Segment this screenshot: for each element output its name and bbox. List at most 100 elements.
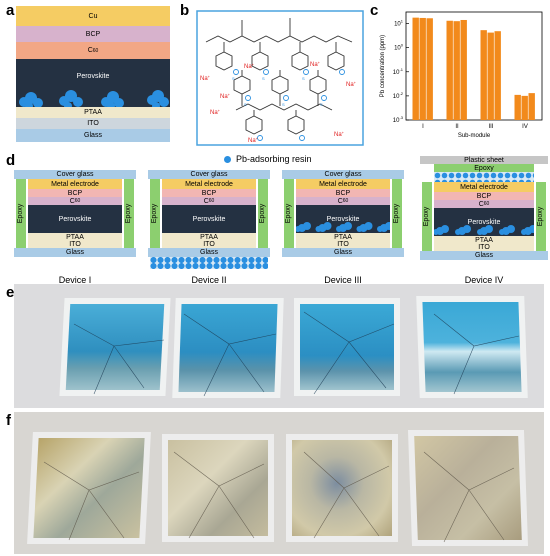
bar (446, 20, 453, 120)
device-3-epoxy-left: Epoxy (284, 179, 294, 248)
layer-ito-label: ITO (87, 120, 99, 127)
layer-glass: Glass (16, 129, 170, 142)
device-2-c60: C 60 (162, 197, 256, 205)
device-1-perovskite-label: Perovskite (58, 215, 92, 223)
layer-bcp: BCP (16, 26, 170, 42)
na-ion-7: Na+ (248, 136, 259, 144)
device-2-perovskite: Perovskite (162, 205, 256, 233)
device-1-metal: Metal electrode (28, 179, 122, 189)
device-3-ito: ITO (296, 241, 390, 248)
device-3-c60-sub: 60 (342, 198, 349, 204)
panel-label-b: b (180, 2, 190, 19)
device-1-c60: C 60 (28, 197, 122, 205)
device-1-caption: Device I (58, 275, 92, 285)
device-4-c60-sub: 60 (483, 201, 490, 207)
device-3-epoxy-label: Epoxy (285, 203, 293, 224)
photo-panel-e (14, 284, 544, 408)
device-4-plastic-label: Plastic sheet (464, 156, 504, 164)
na-ion-2: Na+ (200, 74, 211, 82)
device-3-metal: Metal electrode (296, 179, 390, 189)
device-2-caption: Device II (191, 275, 227, 285)
device-1-bcp: BCP (28, 189, 122, 197)
device-3-c60-label: C (337, 197, 343, 205)
device-3-bcp-label: BCP (335, 189, 351, 197)
device-4-epoxy-left: Epoxy (422, 182, 432, 251)
bar (419, 17, 426, 120)
layer-c60-label: C (87, 47, 93, 54)
x-tick-label: IV (522, 124, 528, 130)
layer-ptaa-label: PTAA (84, 109, 102, 116)
device-4-epoxy-right: Epoxy (536, 182, 546, 251)
x-axis-label: Sub-module (458, 133, 491, 139)
device-1-c60-sub: 60 (74, 198, 81, 204)
device-1-epoxy-label: Epoxy (17, 203, 25, 224)
svg-text:S: S (244, 102, 247, 107)
device-2-epoxy-left: Epoxy (150, 179, 160, 248)
device-4-resin-layer (434, 172, 534, 182)
device-4-c60: C 60 (434, 200, 534, 208)
na-ion-4: Na+ (310, 60, 321, 68)
device-4-ptaa: PTAA (434, 236, 534, 244)
device-4-metal: Metal electrode (434, 182, 534, 192)
device-2-ptaa: PTAA (162, 233, 256, 241)
crack-lines-e (73, 311, 520, 397)
layer-ptaa: PTAA (16, 107, 170, 118)
panel-b-structure: S S S S S S Na+ Na+ Na+ Na+ Na+ Na+ Na+ Na+ (196, 10, 364, 146)
device-4-ito-label: ITO (478, 244, 490, 251)
x-tick-label: I (422, 124, 424, 130)
device-3-resin-clusters (296, 222, 390, 232)
bar (460, 19, 467, 120)
device-2: Cover glass Metal electrode BCP C 60 Perovski… (148, 170, 270, 288)
device-3-c60: C 60 (296, 197, 390, 205)
crack-lines-f (43, 451, 515, 543)
device-3-perovskite-label: Perovskite (326, 215, 360, 223)
y-tick-label: 10-1 (393, 67, 404, 76)
x-tick-label: III (488, 124, 493, 130)
na-ion-3: Na+ (220, 92, 231, 100)
layer-ito: ITO (16, 118, 170, 129)
device-2-epoxy-label: Epoxy (151, 203, 159, 224)
device-4-glass: Glass (420, 251, 548, 260)
device-3-metal-label: Metal electrode (319, 180, 367, 188)
device-1-glass-label: Glass (66, 249, 84, 256)
y-tick-label: 10-3 (393, 115, 404, 124)
device-4-epoxy_top: Epoxy (434, 164, 534, 172)
panel-label-c: c (370, 2, 379, 19)
device-1-epoxy-left: Epoxy (16, 179, 26, 248)
device-3-glass: Glass (282, 248, 404, 257)
device-3-caption: Device III (324, 275, 362, 285)
na-ion-6: Na+ (210, 108, 221, 116)
device-1-glass: Glass (14, 248, 136, 257)
device-2-resin-bottom (150, 257, 268, 269)
panel-a-stack: Cu BCP C 60 Perovskite PTAA ITO Glass (16, 6, 170, 142)
device-3-ito-label: ITO (337, 241, 349, 248)
na-ion-8: Na+ (334, 130, 345, 138)
bar (487, 32, 494, 120)
device-diagrams: Cover glass Metal electrode BCP C 60 Perovski… (14, 156, 548, 288)
device-3-ptaa-label: PTAA (334, 233, 352, 241)
device-1-metal-label: Metal electrode (51, 180, 99, 188)
device-4-c60-label: C (478, 200, 484, 208)
na-ion-1: Na+ (244, 62, 255, 70)
device-1-ptaa-label: PTAA (66, 233, 84, 241)
resin-dot-icon (224, 155, 231, 163)
x-tick-label: II (455, 124, 459, 130)
y-tick-label: 100 (394, 43, 404, 52)
device-4-bcp: BCP (434, 192, 534, 200)
device-4-resin-clusters (434, 225, 534, 235)
device-2-metal: Metal electrode (162, 179, 256, 189)
device-2-bcp-label: BCP (201, 189, 217, 197)
device-4-epoxy_top-label: Epoxy (474, 164, 494, 172)
layer-perovskite: Perovskite (16, 59, 170, 107)
device-4-glass-label: Glass (475, 252, 493, 259)
device-4-ptaa-label: PTAA (475, 236, 493, 244)
device-2-ptaa-label: PTAA (200, 233, 218, 241)
bar (412, 17, 419, 120)
layer-c60: C 60 (16, 42, 170, 59)
layer-cu-label: Cu (88, 12, 98, 20)
svg-text:S: S (320, 102, 323, 107)
device-2-ito-label: ITO (203, 241, 215, 248)
device-1-cover: Cover glass (14, 170, 136, 179)
device-1-epoxy-right: Epoxy (124, 179, 134, 248)
bar (521, 95, 528, 120)
